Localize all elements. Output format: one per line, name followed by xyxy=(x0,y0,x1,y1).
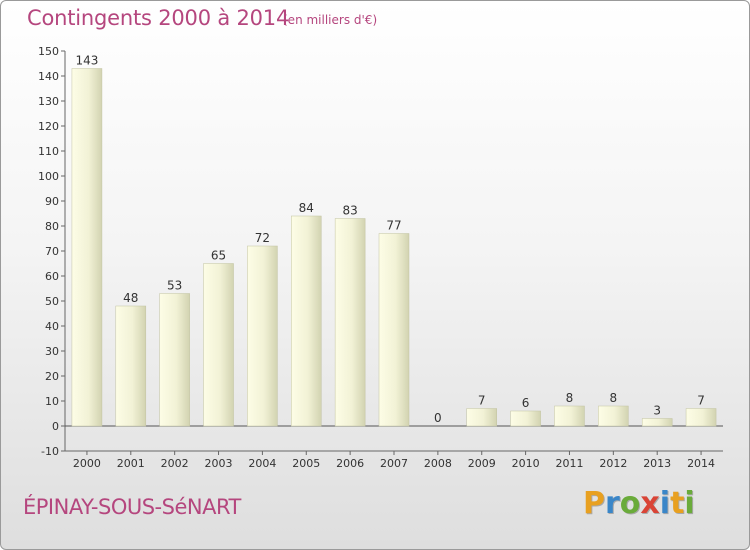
label-layer: 2000 143 2001 48 2002 53 2003 65 2004 72 2005 84 200… xyxy=(73,54,715,471)
y-tick-label: 90 xyxy=(45,195,59,208)
y-tick-label: 110 xyxy=(38,145,59,158)
x-tick-label: 2007 xyxy=(380,457,408,470)
y-tick-label: 80 xyxy=(45,220,59,233)
x-tick-label: 2002 xyxy=(161,457,189,470)
data-label: 143 xyxy=(75,54,98,68)
data-label: 0 xyxy=(434,411,442,425)
x-tick-label: 2013 xyxy=(643,457,671,470)
y-tick-label: 140 xyxy=(38,70,59,83)
data-label: 8 xyxy=(610,391,618,405)
bar xyxy=(510,410,541,427)
y-tick-label: 150 xyxy=(38,45,59,58)
bar xyxy=(334,218,366,427)
data-label: 3 xyxy=(653,404,661,418)
data-label: 7 xyxy=(697,394,705,408)
bar xyxy=(203,263,234,427)
y-tick-label: 120 xyxy=(38,120,59,133)
x-tick-label: 2001 xyxy=(117,457,145,470)
x-tick-label: 2009 xyxy=(468,457,496,470)
bar xyxy=(378,233,410,427)
y-tick-label: 30 xyxy=(45,345,59,358)
y-tick-label: -10 xyxy=(41,445,59,458)
y-tick-label: 130 xyxy=(38,95,59,108)
y-tick-label: 50 xyxy=(45,295,59,308)
y-tick-label: 20 xyxy=(45,370,59,383)
chart-title: Contingents 2000 à 2014 xyxy=(27,6,290,30)
bar xyxy=(685,408,717,427)
data-label: 53 xyxy=(167,279,182,293)
data-label: 8 xyxy=(566,391,574,405)
bar xyxy=(71,68,103,427)
x-tick-label: 2008 xyxy=(424,457,452,470)
x-tick-label: 2014 xyxy=(687,457,715,470)
data-label: 65 xyxy=(211,249,226,263)
data-label: 6 xyxy=(522,396,530,410)
bar xyxy=(115,305,147,427)
data-label: 84 xyxy=(299,201,314,215)
x-tick-label: 2000 xyxy=(73,457,101,470)
x-tick-label: 2010 xyxy=(512,457,540,470)
proxiti-logo: Proxiti xyxy=(583,486,695,521)
bar xyxy=(247,245,278,427)
x-tick-label: 2012 xyxy=(599,457,627,470)
bar xyxy=(641,418,673,427)
y-tick-label: 10 xyxy=(45,395,59,408)
x-tick-label: 2011 xyxy=(555,457,583,470)
data-label: 77 xyxy=(386,219,401,233)
data-label: 48 xyxy=(123,291,138,305)
y-tick-label: 70 xyxy=(45,245,59,258)
data-label: 7 xyxy=(478,394,486,408)
y-tick-label: 100 xyxy=(38,170,59,183)
bar xyxy=(554,405,585,427)
x-tick-label: 2003 xyxy=(205,457,233,470)
x-tick-label: 2005 xyxy=(292,457,320,470)
y-tick-label: 0 xyxy=(52,420,59,433)
y-tick-label: 60 xyxy=(45,270,59,283)
place-name: ÉPINAY-SOUS-SéNART xyxy=(23,495,241,519)
bar xyxy=(159,293,190,427)
y-tick-label: 40 xyxy=(45,320,59,333)
bar xyxy=(598,405,629,427)
chart-subtitle: (en milliers d'€) xyxy=(283,13,378,27)
bar xyxy=(291,215,322,427)
x-tick-label: 2004 xyxy=(248,457,276,470)
data-label: 72 xyxy=(255,231,270,245)
bar xyxy=(466,408,497,427)
data-label: 83 xyxy=(342,204,357,218)
x-tick-label: 2006 xyxy=(336,457,364,470)
bar-layer xyxy=(71,68,717,427)
